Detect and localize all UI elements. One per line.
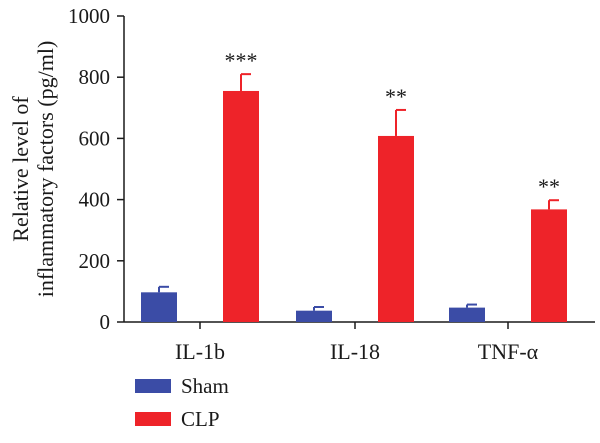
y-tick-label: 1000 <box>68 4 110 28</box>
bars: ******* <box>141 48 567 322</box>
legend: Sham CLP <box>135 374 229 431</box>
bar-clp <box>378 135 414 322</box>
legend-label-sham: Sham <box>181 374 229 398</box>
bar-sham <box>449 307 485 322</box>
legend-swatch-sham <box>135 379 171 393</box>
bar-sham <box>141 292 177 322</box>
y-tick-label: 800 <box>79 65 111 89</box>
bar-sham <box>296 310 332 322</box>
y-tick-label: 200 <box>79 249 111 273</box>
y-axis-label-line: Relative level of <box>8 96 33 242</box>
y-tick-label: 400 <box>79 188 111 212</box>
significance-label: ** <box>538 174 560 199</box>
legend-swatch-clp <box>135 412 171 426</box>
y-axis-label: Relative level of inflammatory factors (p… <box>8 41 58 298</box>
legend-label-clp: CLP <box>181 407 220 431</box>
x-tick-label: IL-1b <box>175 339 225 364</box>
y-tick-label: 0 <box>100 310 111 334</box>
significance-label: ** <box>385 84 407 109</box>
significance-label: *** <box>225 48 258 73</box>
y-tick-label: 600 <box>79 126 111 150</box>
y-axis-label-line: inflammatory factors (pg/ml) <box>33 41 58 298</box>
x-tick-label: TNF-α <box>478 339 539 364</box>
y-axis: 0 200 400 600 800 1000 <box>68 4 125 334</box>
x-tick-label: IL-18 <box>330 339 380 364</box>
bar-clp <box>531 209 567 322</box>
x-axis: IL-1b IL-18 TNF-α <box>124 321 595 364</box>
bar-clp <box>223 90 259 322</box>
